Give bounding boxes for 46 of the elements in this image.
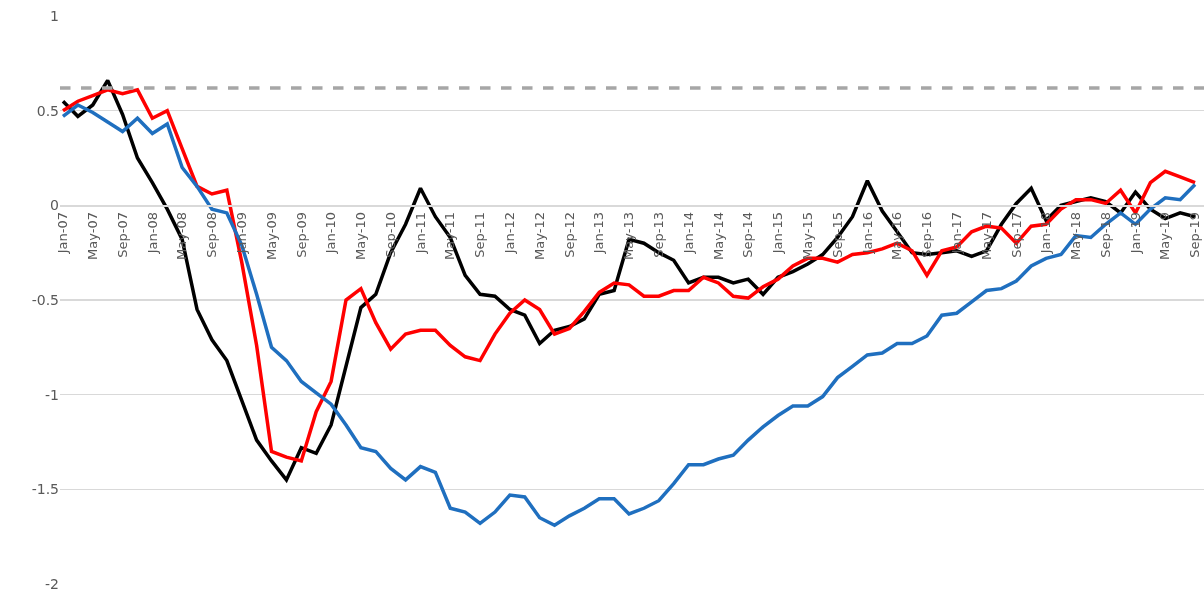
x-tick-label: May-09 [263, 212, 279, 260]
x-tick-label: May-17 [978, 212, 994, 260]
y-tick-label: -0.5 [31, 291, 59, 308]
x-tick-label: Sep-09 [293, 212, 309, 258]
x-tick-label: May-13 [621, 212, 637, 260]
x-tick-label: May-11 [442, 212, 458, 260]
x-tick-label: Sep-08 [204, 212, 220, 258]
x-tick-label: Sep-17 [1008, 212, 1024, 258]
x-tick-label: May-12 [531, 212, 547, 260]
y-tick-label: -1.5 [31, 481, 59, 498]
y-tick-label: -1 [45, 386, 59, 403]
x-tick-label: Sep-16 [919, 212, 935, 258]
x-tick-label: May-07 [84, 212, 100, 260]
x-tick-label: May-10 [353, 212, 369, 260]
x-tick-label: Jan-14 [680, 212, 696, 255]
x-tick-label: May-16 [889, 212, 905, 260]
x-tick-label: Jan-15 [770, 212, 786, 255]
x-tick-label: Sep-07 [114, 212, 130, 258]
x-tick-label: May-18 [1068, 212, 1084, 260]
x-tick-label: May-19 [1157, 212, 1173, 260]
x-tick-label: Sep-14 [740, 212, 756, 258]
x-tick-label: Jan-18 [1038, 212, 1054, 255]
x-tick-label: Jan-08 [144, 212, 160, 255]
y-tick-label: 0.5 [36, 102, 59, 119]
y-tick-label: 1 [50, 7, 59, 24]
x-tick-label: Jan-07 [55, 212, 71, 255]
x-tick-label: Jan-09 [233, 212, 249, 255]
x-tick-label: Jan-16 [859, 212, 875, 255]
x-tick-label: Sep-11 [472, 212, 488, 258]
x-tick-label: May-14 [710, 212, 726, 260]
x-tick-label: Sep-19 [1187, 212, 1203, 258]
x-tick-label: Sep-10 [382, 212, 398, 258]
x-tick-label: Jan-17 [948, 212, 964, 255]
x-tick-label: Jan-10 [323, 212, 339, 255]
x-tick-label: Sep-12 [561, 212, 577, 258]
x-tick-label: Jan-11 [412, 212, 428, 255]
x-tick-label: Jan-19 [1127, 212, 1143, 255]
x-tick-label: Sep-15 [829, 212, 845, 258]
x-tick-label: May-08 [174, 212, 190, 260]
x-tick-label: Sep-18 [1097, 212, 1113, 258]
x-tick-label: Sep-13 [651, 212, 667, 258]
y-tick-label: 0 [50, 197, 59, 214]
x-tick-label: May-15 [799, 212, 815, 260]
y-tick-label: -2 [45, 575, 59, 592]
x-tick-label: Jan-13 [591, 212, 607, 255]
x-tick-label: Jan-12 [502, 212, 518, 255]
